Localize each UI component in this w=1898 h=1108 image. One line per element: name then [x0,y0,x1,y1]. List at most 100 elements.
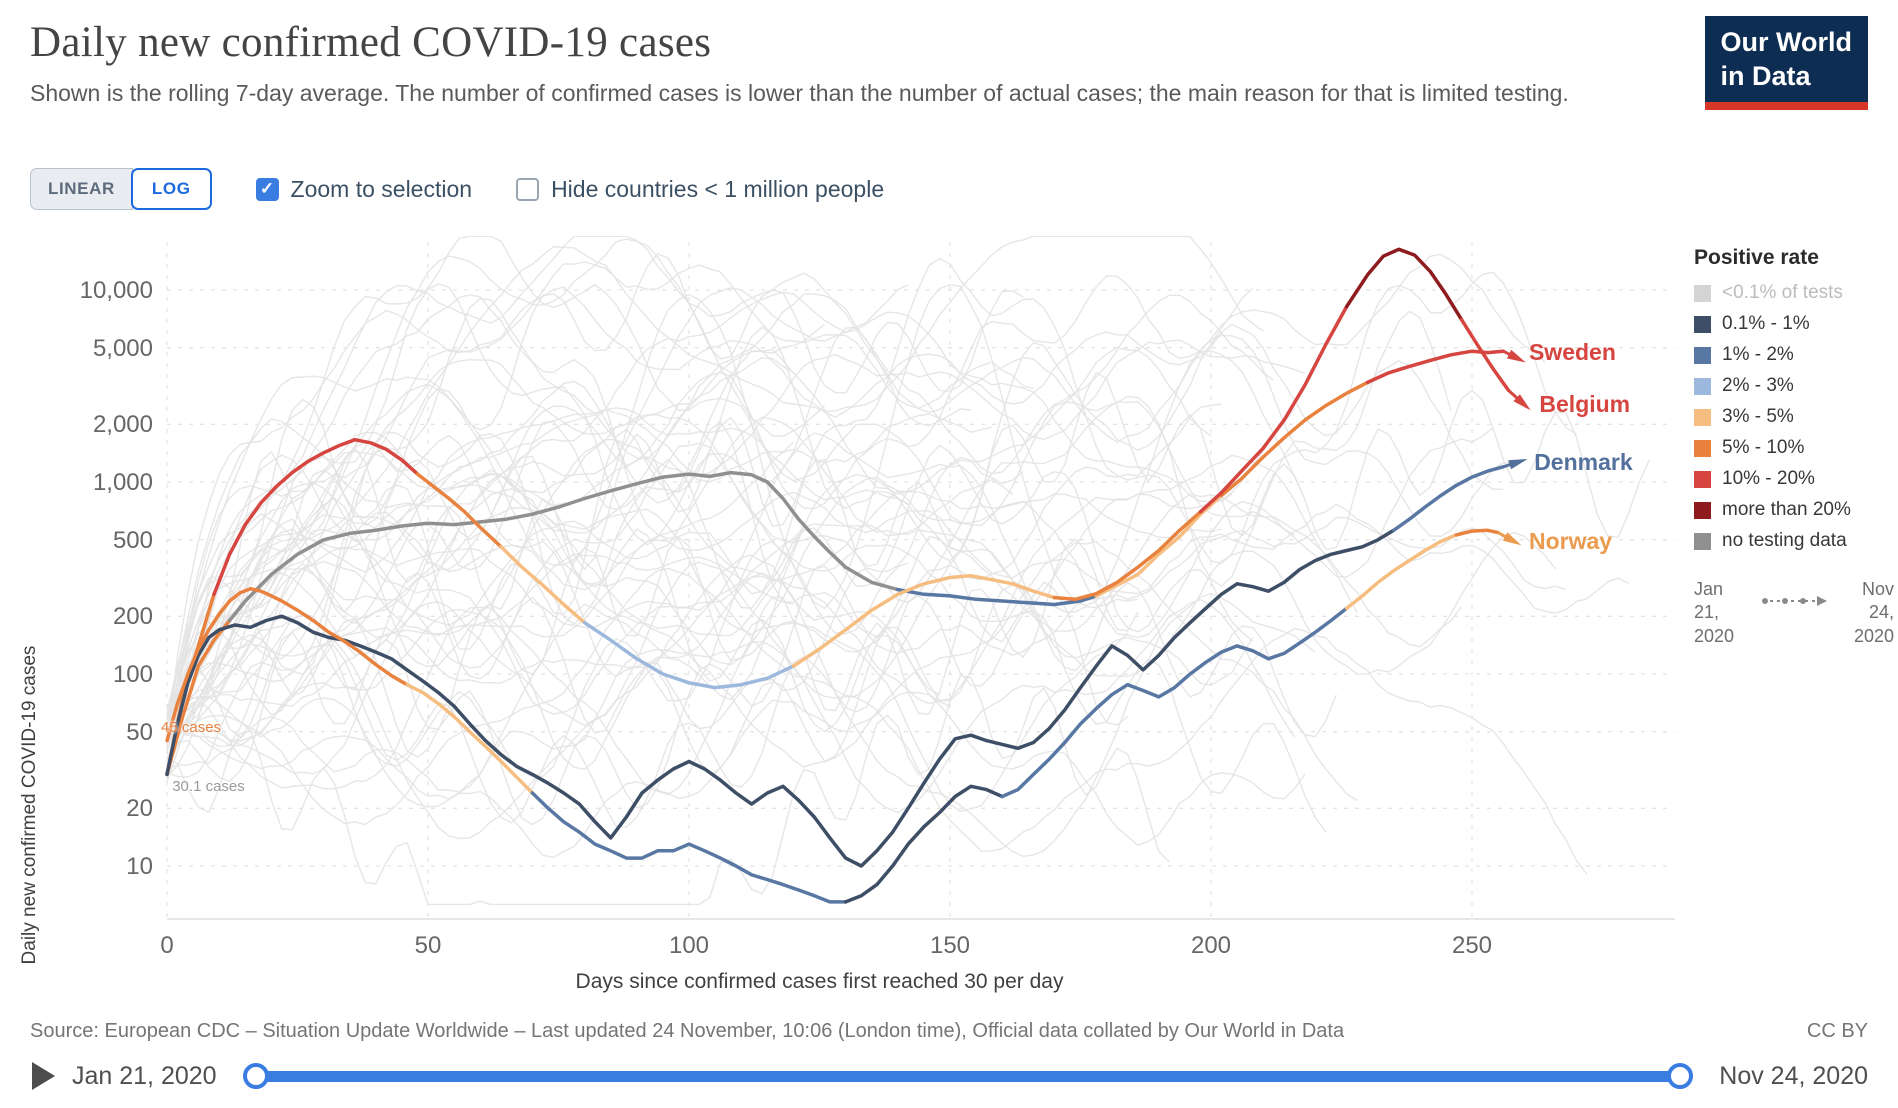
legend-item-list: <0.1% of tests 0.1% - 1% 1% - 2% 2% - 3% 3% … [1694,282,1894,552]
series-label-norway[interactable]: Norway [1528,528,1613,555]
checkbox-checked-icon[interactable]: ✓ [255,177,279,201]
scale-toggle: LINEAR LOG [30,168,212,210]
series-line-norway[interactable] [530,791,848,904]
series-line-sweden[interactable] [1219,380,1370,498]
y-tick-label: 5,000 [93,335,153,362]
series-label-belgium[interactable]: Belgium [1539,390,1631,417]
legend-label: 3% - 5% [1722,406,1794,427]
timeline-end-date: Nov 24, 2020 [1719,1061,1868,1090]
play-button[interactable] [30,1061,56,1091]
background-lines [166,236,1651,906]
linear-button[interactable]: LINEAR [30,168,133,210]
timeline-handle-start[interactable] [242,1063,269,1089]
legend-label: 1% - 2% [1722,344,1794,365]
hide-small-countries-checkbox[interactable]: Hide countries < 1 million people [516,176,884,203]
series-label-sweden[interactable]: Sweden [1528,338,1616,365]
x-tick-label: 150 [930,932,970,959]
legend-swatch [1694,284,1711,302]
chart-subtitle: Shown is the rolling 7-day average. The … [30,80,1569,106]
timeline-slider[interactable] [242,1063,1694,1089]
legend-positive-rate: Positive rate <0.1% of tests 0.1% - 1% 1% … [1694,246,1894,648]
series-line-belgium[interactable] [1344,247,1464,322]
hide-small-countries-label: Hide countries < 1 million people [551,175,885,202]
x-axis-title: Days since confirmed cases first reached… [575,970,1064,993]
series-line-sweden[interactable] [1094,493,1224,598]
series-label-denmark[interactable]: Denmark [1534,449,1633,476]
series-line-norway[interactable] [843,784,1004,904]
owid-logo[interactable]: Our World in Data [1704,16,1868,110]
legend-item[interactable]: 2% - 3% [1694,375,1894,397]
series-arrowhead-sweden [1506,349,1526,363]
legend-swatch [1694,408,1711,426]
license-note[interactable]: CC BY [1806,1020,1868,1042]
series-line-belgium[interactable] [212,437,420,597]
gridlines [166,242,1675,920]
plot-svg[interactable]: 10 20 50 100 200 500 1,000 2,000 5,000 10,000 0 50 1… [0,228,1690,988]
series-arrowhead-denmark [1508,459,1528,470]
series-line-belgium[interactable] [415,472,503,549]
logo-line-1: Our World [1720,27,1853,57]
x-tick-label: 200 [1191,932,1231,959]
series-line-belgium[interactable] [582,620,796,690]
legend-swatch [1694,470,1711,488]
series-line-belgium[interactable] [499,545,587,625]
series-line-norway[interactable] [1344,533,1459,611]
legend-item[interactable]: 10% - 20% [1694,468,1894,490]
y-tick-label: 200 [113,603,153,630]
date-range-end: Nov 24, 2020 [1853,579,1894,646]
series-line-sweden[interactable] [165,618,232,777]
zoom-to-selection-label: Zoom to selection [290,175,473,202]
legend-item[interactable]: 0.1% - 1% [1694,313,1894,335]
y-tick-label: 1,000 [93,469,153,496]
legend-title: Positive rate [1694,246,1819,269]
legend-label: 0.1% - 1% [1722,313,1810,334]
zoom-to-selection-checkbox[interactable]: ✓ Zoom to selection [255,175,473,203]
legend-swatch [1694,346,1711,364]
series-line-norway[interactable] [1000,606,1349,799]
series-line-sweden[interactable] [896,587,1098,607]
series-line-norway[interactable] [405,682,535,795]
annotation-30-1-cases: 30.1 cases [172,778,245,796]
series-line-denmark[interactable] [1391,465,1506,533]
series-line-norway[interactable] [1454,528,1500,537]
legend-item[interactable]: 3% - 5% [1694,406,1894,428]
y-tick-label: 10,000 [80,277,153,304]
y-tick-label: 500 [113,527,153,554]
timeline-control: Jan 21, 2020 Nov 24, 2020 [0,1052,1898,1100]
legend-item[interactable]: <0.1% of tests [1694,282,1894,304]
x-tick-label: 100 [669,932,709,959]
legend-item[interactable]: no testing data [1694,530,1894,552]
highlighted-series[interactable] [165,247,1511,904]
legend-item[interactable]: 1% - 2% [1694,344,1894,366]
y-tick-label: 2,000 [93,411,153,438]
series-line-sweden[interactable] [1365,349,1506,385]
footer: Source: European CDC – Situation Update … [30,1020,1868,1043]
series-line-belgium[interactable] [1052,509,1203,602]
legend-label: no testing data [1722,530,1847,551]
x-tick-label: 50 [415,932,442,959]
date-range-arrow-icon [1734,594,1854,608]
series-line-denmark[interactable] [165,528,1396,868]
legend-item[interactable]: more than 20% [1694,499,1894,521]
legend-swatch [1694,315,1711,333]
y-tick-label: 20 [126,795,153,822]
legend-label: 10% - 20% [1722,468,1815,489]
series-line-belgium[interactable] [1198,304,1349,514]
series-line-sweden[interactable] [227,470,900,623]
legend-label: <0.1% of tests [1722,282,1843,303]
series-line-belgium[interactable] [791,573,1057,668]
legend-label: 5% - 10% [1722,437,1805,458]
timeline-handle-end[interactable] [1667,1063,1694,1089]
checkbox-unchecked-icon[interactable] [516,177,540,201]
series-line-belgium[interactable] [1459,317,1511,393]
x-tick-label: 250 [1452,932,1492,959]
series-line-norway[interactable] [165,586,409,743]
legend-item[interactable]: 5% - 10% [1694,437,1894,459]
chart-canvas[interactable]: 10 20 50 100 200 500 1,000 2,000 5,000 10,000 0 50 1… [0,228,1898,1028]
log-button[interactable]: LOG [130,168,212,210]
timeline-start-date: Jan 21, 2020 [72,1061,217,1090]
y-axis-title: Daily new confirmed COVID-19 cases [19,645,40,965]
date-range-start: Jan 21, 2020 [1694,579,1735,646]
play-icon [32,1062,55,1090]
